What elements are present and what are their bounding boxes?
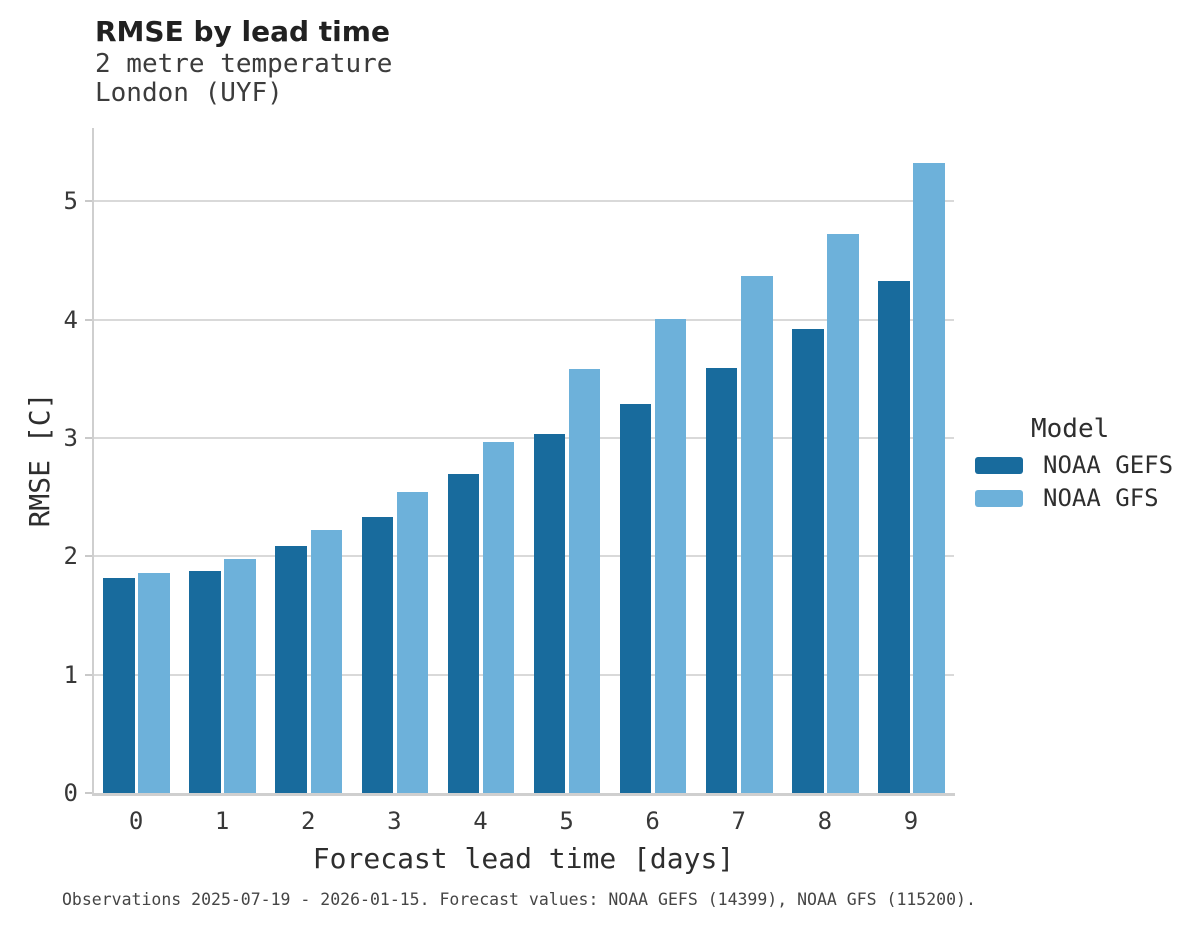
y-tick-label-3: 3 <box>63 424 78 453</box>
y-axis-label: RMSE [C] <box>23 392 56 528</box>
gridline-y-1 <box>93 673 954 676</box>
x-axis-label: Forecast lead time [days] <box>312 842 735 875</box>
x-tick-label-5: 5 <box>559 807 574 835</box>
bar-noaa-gfs-lead-9 <box>913 163 945 793</box>
bar-noaa-gfs-lead-8 <box>827 234 859 793</box>
bar-noaa-gefs-lead-8 <box>792 329 824 793</box>
bar-noaa-gfs-lead-4 <box>482 441 515 793</box>
legend-item-noaa-gefs: NOAA GEFS <box>975 449 1173 481</box>
bar-noaa-gfs-lead-2 <box>310 530 343 793</box>
x-tick-label-3: 3 <box>387 807 402 835</box>
bar-noaa-gefs-lead-7 <box>705 368 738 793</box>
legend-item-noaa-gfs: NOAA GFS <box>975 482 1159 514</box>
y-axis-tick-3 <box>85 437 93 440</box>
x-tick-label-8: 8 <box>817 807 833 835</box>
y-axis-tick-4 <box>85 318 93 321</box>
x-tick-label-9: 9 <box>903 807 919 835</box>
legend-swatch-noaa-gefs <box>975 456 1023 474</box>
bar-noaa-gefs-lead-4 <box>447 473 480 793</box>
x-axis-spine <box>92 793 955 796</box>
footnote: Observations 2025-07-19 - 2026-01-15. Fo… <box>62 890 976 909</box>
chart-subtitle-variable: 2 metre temperature <box>95 49 393 79</box>
legend-label-noaa-gfs: NOAA GFS <box>1043 484 1159 512</box>
bar-noaa-gfs-lead-1 <box>224 558 256 793</box>
y-tick-label-5: 5 <box>63 187 78 216</box>
x-tick-label-4: 4 <box>473 807 488 835</box>
bar-noaa-gefs-lead-3 <box>361 517 394 793</box>
legend-label-noaa-gefs: NOAA GEFS <box>1043 451 1174 479</box>
gridline-y-5 <box>93 200 954 203</box>
bar-noaa-gfs-lead-6 <box>654 318 687 793</box>
bar-noaa-gfs-lead-5 <box>568 369 601 793</box>
y-axis-tick-5 <box>85 200 93 203</box>
bar-noaa-gfs-lead-7 <box>741 275 773 793</box>
bar-noaa-gfs-lead-3 <box>396 492 429 793</box>
chart-title: RMSE by lead time <box>95 15 390 48</box>
x-tick-label-2: 2 <box>301 807 316 835</box>
bar-noaa-gefs-lead-5 <box>533 434 566 793</box>
bar-noaa-gefs-lead-9 <box>878 280 910 793</box>
x-tick-label-7: 7 <box>731 807 746 835</box>
y-axis-tick-2 <box>85 555 93 558</box>
x-tick-label-1: 1 <box>214 807 230 835</box>
y-tick-label-4: 4 <box>63 305 78 334</box>
legend-title: Model <box>1031 414 1110 444</box>
bar-noaa-gefs-lead-1 <box>189 570 221 793</box>
bar-noaa-gefs-lead-6 <box>619 403 652 793</box>
x-tick-label-6: 6 <box>645 807 660 835</box>
y-tick-label-2: 2 <box>63 542 78 571</box>
gridline-y-4 <box>93 318 954 321</box>
y-axis-tick-1 <box>85 673 93 676</box>
bar-noaa-gefs-lead-2 <box>275 545 307 793</box>
chart-subtitle-location: London (UYF) <box>95 78 283 108</box>
y-tick-label-1: 1 <box>63 660 78 689</box>
y-axis-spine <box>92 128 94 795</box>
bar-noaa-gfs-lead-0 <box>138 572 170 793</box>
gridline-y-2 <box>93 555 954 558</box>
gridline-y-3 <box>93 437 954 440</box>
x-tick-label-0: 0 <box>128 807 144 835</box>
bar-noaa-gefs-lead-0 <box>103 577 135 793</box>
y-axis-tick-0 <box>85 792 93 794</box>
y-tick-label-0: 0 <box>63 779 78 807</box>
legend-swatch-noaa-gfs <box>975 489 1023 507</box>
